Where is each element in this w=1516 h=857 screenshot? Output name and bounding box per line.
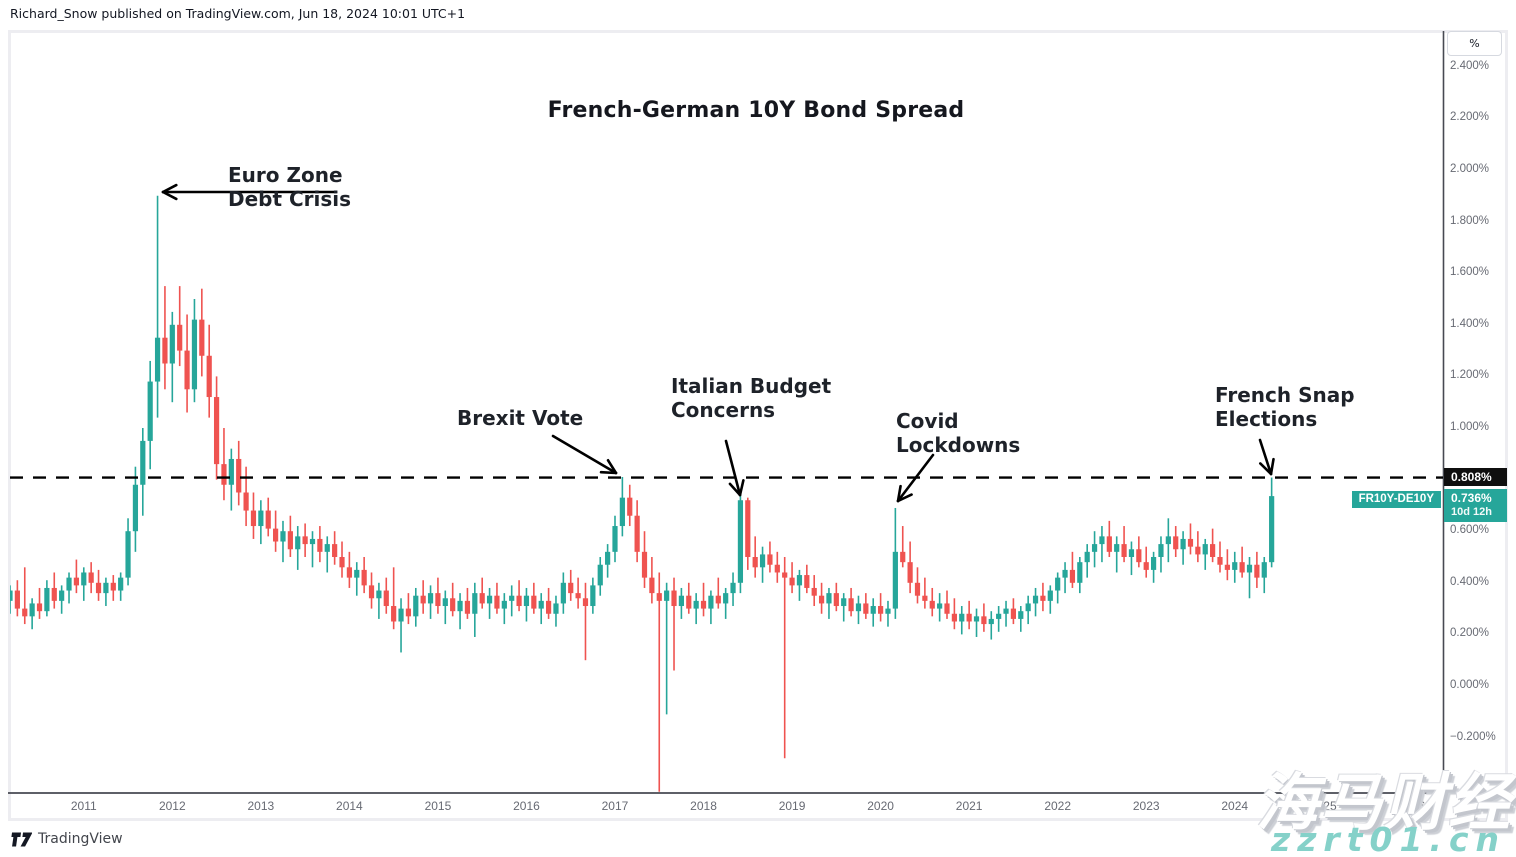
- year-tick-label: 2018: [690, 799, 717, 813]
- price-tick-label: 0.000%: [1450, 679, 1490, 691]
- year-tick-label: 2016: [513, 799, 540, 813]
- frame-right: [1505, 30, 1508, 820]
- price-tick-label: −0.200%: [1450, 730, 1496, 743]
- bar-countdown: 10d 12h: [1451, 506, 1492, 519]
- price-tick-label: 2.200%: [1450, 111, 1490, 124]
- price-tick-label: 0.600%: [1450, 524, 1490, 537]
- year-tick-label: 2015: [424, 799, 452, 813]
- frame-left: [8, 30, 11, 820]
- price-tick-label: 2.400%: [1450, 59, 1490, 72]
- chart-title: French-German 10Y Bond Spread: [547, 98, 965, 123]
- price-tick-label: 1.200%: [1450, 369, 1490, 382]
- year-tick-label: 2024: [1221, 799, 1249, 813]
- year-tick-label: 2020: [867, 799, 894, 813]
- price-line-label: 0.808%: [1444, 467, 1507, 486]
- tradingview-logo-icon: [11, 832, 32, 846]
- annotation-covid-lockdowns: Covid Lockdowns: [896, 409, 1021, 457]
- year-tick-label: 2014: [336, 799, 363, 813]
- annotation-brexit-vote: Brexit Vote: [457, 406, 584, 430]
- year-tick-label: 2017: [601, 799, 629, 813]
- price-tick-label: 1.600%: [1450, 266, 1490, 279]
- last-price-value: 0.736%: [1451, 490, 1492, 505]
- annotation-french-snap-elections: French Snap Elections: [1215, 383, 1355, 431]
- annotation-italian-budget: Italian Budget Concerns: [671, 374, 832, 422]
- watermark-url: zzrt01.cn: [1271, 820, 1506, 857]
- annotation-arrows: [161, 183, 1275, 503]
- year-tick-label: 2026: [1398, 799, 1426, 813]
- last-price-label: 0.736% 10d 12h: [1444, 488, 1507, 522]
- series-name-badge: FR10Y-DE10Y: [1351, 490, 1441, 508]
- tradingview-attribution[interactable]: TradingView: [10, 831, 123, 847]
- year-tick-label: 2011: [70, 799, 97, 813]
- price-tick-label: 1.400%: [1450, 317, 1490, 330]
- year-tick-label: 2022: [1044, 799, 1072, 813]
- price-tick-label: 0.200%: [1450, 627, 1490, 640]
- price-tick-label: 1.000%: [1450, 421, 1490, 433]
- year-tick-label: 2021: [955, 799, 983, 813]
- year-tick-label: 2023: [1132, 799, 1160, 813]
- price-tick-label: 2.000%: [1450, 163, 1490, 175]
- price-tick-label: 0.400%: [1450, 575, 1490, 588]
- frame-top: [8, 30, 1508, 33]
- price-tick-label: 1.800%: [1450, 214, 1490, 227]
- year-tick-label: 2012: [158, 799, 186, 813]
- year-tick-label: 2019: [778, 799, 806, 813]
- percent-unit-button[interactable]: %: [1447, 31, 1502, 56]
- watermark-cjk: 海马财经: [1255, 766, 1512, 839]
- annotation-euro-zone-debt-crisis: Euro Zone Debt Crisis: [228, 163, 352, 211]
- candlestick-series: [10, 195, 1275, 792]
- frame-bottom: [8, 818, 1508, 821]
- publish-attribution: Richard_Snow published on TradingView.co…: [10, 6, 466, 21]
- year-tick-label: 2013: [247, 799, 275, 813]
- tradingview-logo-text: TradingView: [38, 831, 123, 847]
- year-tick-label: 2025: [1309, 799, 1337, 813]
